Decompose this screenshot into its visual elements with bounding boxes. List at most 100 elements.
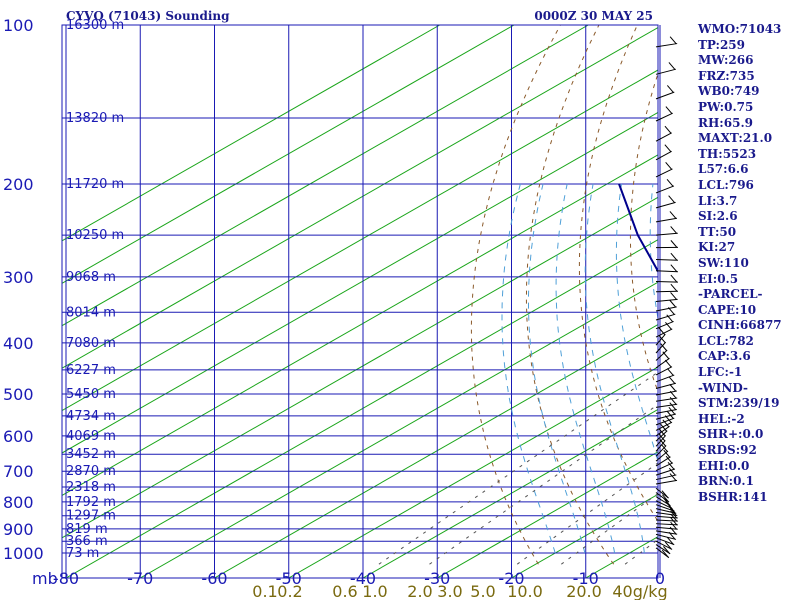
wind-barb xyxy=(655,530,678,535)
height-label: 6227 m xyxy=(66,363,116,378)
sounding-index-item: LFC:-1 xyxy=(698,365,743,380)
wind-barb xyxy=(655,185,675,194)
mixing-ratio-label: 2.0 xyxy=(407,582,432,600)
wind-barb-feather xyxy=(663,497,671,506)
height-labels: 16300 m 13820 m 11720 m 10250 m 9068 m 8014 m… xyxy=(66,18,124,561)
pressure-tick-label: 900 xyxy=(3,520,34,539)
sounding-index-item: STM:239/19 xyxy=(698,396,780,411)
moist-adiabat xyxy=(528,183,586,554)
wind-barb xyxy=(655,537,675,546)
wind-barb-feather xyxy=(664,415,672,423)
wind-barb-feather xyxy=(663,449,671,458)
wind-barb xyxy=(655,333,666,346)
isotherm xyxy=(62,26,658,369)
wind-barb xyxy=(655,479,678,485)
sounding-index-item: HEL:-2 xyxy=(698,411,745,426)
wind-barb-feather xyxy=(662,419,670,428)
isotherm xyxy=(362,408,658,578)
wind-barb xyxy=(655,201,676,209)
moist-adiabat xyxy=(555,183,616,554)
mixing-ratio-label: 5.0 xyxy=(470,582,495,600)
wind-barb-feather xyxy=(658,428,666,437)
sounding-index-item: TT:50 xyxy=(698,224,737,239)
height-label: 819 m xyxy=(66,522,108,537)
wind-barb xyxy=(655,357,670,369)
pressure-tick-label: 800 xyxy=(3,493,34,512)
pressure-tick-label: 200 xyxy=(3,175,34,194)
sounding-index-item: LCL:782 xyxy=(698,333,754,348)
wind-barb-feather xyxy=(670,513,678,522)
sounding-index-item: CAPE:10 xyxy=(698,302,757,317)
wind-barb-feather xyxy=(668,62,676,70)
wind-barb-feather xyxy=(666,178,674,187)
dry-adiabat xyxy=(629,72,658,394)
wind-barb-feather xyxy=(666,368,674,376)
wind-barb-feather xyxy=(667,461,675,470)
wind-barb-feather xyxy=(668,531,676,540)
sounding-index-item: WMO:71043 xyxy=(698,22,782,36)
wind-barb-feather xyxy=(669,390,677,399)
dry-adiabat xyxy=(680,25,698,564)
height-label: 2870 m xyxy=(66,464,116,479)
wind-barb-feather xyxy=(669,397,677,405)
mixing-ratio-line xyxy=(665,343,698,564)
wind-barb xyxy=(655,403,678,408)
wind-barb xyxy=(655,366,673,376)
sounding-index-item: SHR+:0.0 xyxy=(698,427,764,442)
pressure-unit-label: mb xyxy=(32,569,58,588)
isobar-grid xyxy=(62,24,661,578)
wind-barb-feather xyxy=(662,494,669,503)
wind-barb xyxy=(655,313,676,321)
pressure-tick-label: 600 xyxy=(3,427,34,446)
mixing-ratio-line xyxy=(378,371,658,565)
isotherm xyxy=(62,25,515,284)
sounding-index-item: FRZ:735 xyxy=(698,68,755,83)
wind-barb xyxy=(655,306,677,312)
wind-barb-feather xyxy=(659,438,667,447)
temperature-tick-label: -70 xyxy=(127,569,153,588)
temperature-axis-labels: -80-70-60-50-40-30-20-10010203040 xyxy=(53,569,665,588)
wind-barb-feather xyxy=(661,549,669,558)
sounding-index-item: -PARCEL- xyxy=(698,287,763,302)
wind-barb-feather xyxy=(665,321,672,330)
temperature-tick-label: -40 xyxy=(350,569,376,588)
wind-barb-feather xyxy=(658,433,666,442)
wind-barb xyxy=(655,526,678,530)
wind-barb xyxy=(655,168,673,178)
temperature-tick-label: -50 xyxy=(276,569,302,588)
mixing-ratio-label: 1.0 xyxy=(362,582,387,600)
wind-barb-feather xyxy=(668,376,676,384)
wind-barb xyxy=(655,298,678,303)
height-label: 7080 m xyxy=(66,336,116,351)
isotherm xyxy=(62,25,440,242)
wind-barb xyxy=(655,519,678,522)
sounding-index-item: TH:5523 xyxy=(698,146,757,161)
sounding-index-item: MW:266 xyxy=(698,53,754,68)
pressure-tick-label: 400 xyxy=(3,334,34,353)
wind-barb-feather xyxy=(660,423,668,432)
wind-barb xyxy=(655,232,678,236)
isotherm xyxy=(214,323,658,578)
wind-barb-feather xyxy=(669,36,677,45)
isotherm xyxy=(62,154,658,497)
wind-barb-feather xyxy=(670,274,678,283)
isotherm-grid xyxy=(62,25,658,578)
wind-barb xyxy=(655,421,673,431)
wind-barb-feather xyxy=(668,505,676,514)
wind-barb xyxy=(655,349,668,361)
wind-barb xyxy=(655,290,678,293)
wind-barb xyxy=(655,523,678,526)
mixing-ratio-label: 20.0 xyxy=(566,582,602,600)
height-label: 73 m xyxy=(66,546,99,561)
sounding-index-item: MAXT:21.0 xyxy=(698,131,773,146)
sounding-index-item: L57:6.6 xyxy=(698,162,749,177)
wind-barb-feather xyxy=(670,517,678,526)
wind-barb-feather xyxy=(666,85,674,93)
height-label: 5450 m xyxy=(66,387,116,402)
wind-barb-feather xyxy=(665,162,673,170)
wind-barb-feather xyxy=(669,508,677,516)
wind-barb-feather xyxy=(667,307,675,315)
sounding-index-item: CINH:66877 xyxy=(698,318,782,333)
height-label: 11720 m xyxy=(66,177,124,192)
wind-barb-feather xyxy=(666,411,674,419)
